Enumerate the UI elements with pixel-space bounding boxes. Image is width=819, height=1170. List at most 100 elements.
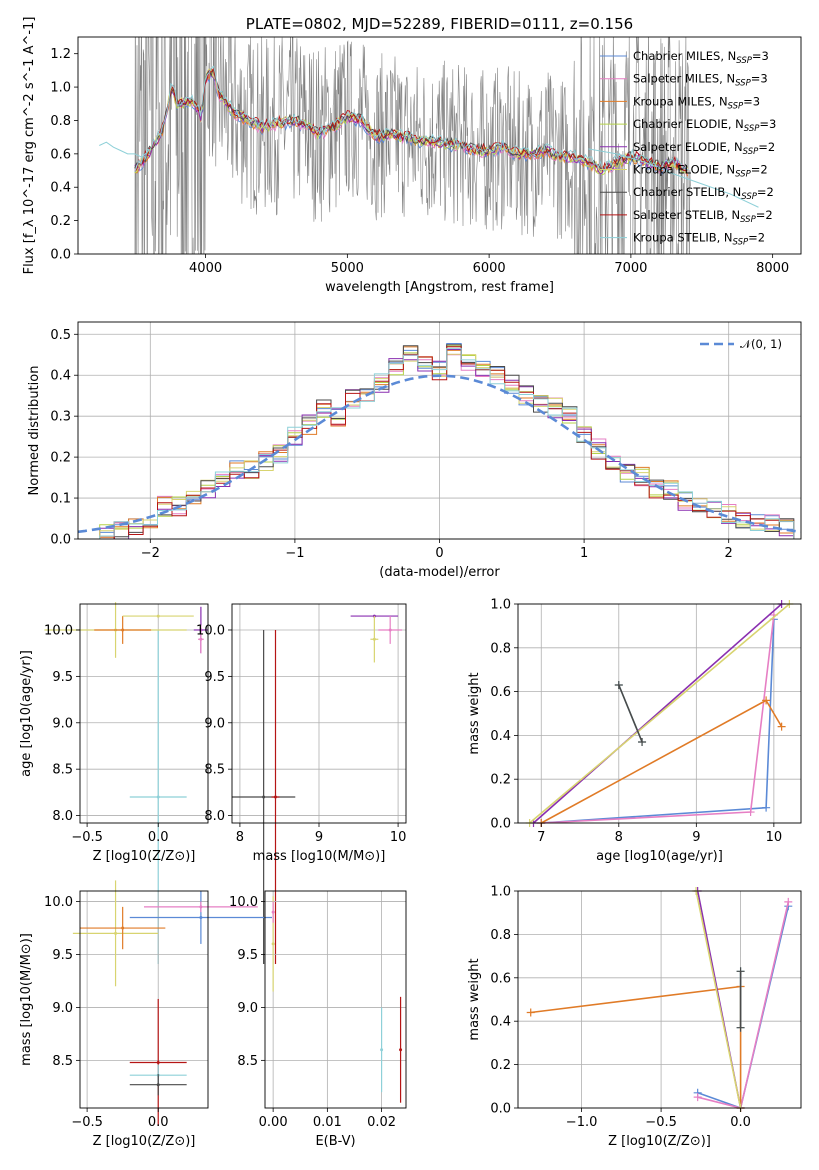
legend-entry: Kroupa ELODIE, NSSP=2 (633, 163, 768, 180)
y-tick-label: 1.0 (490, 598, 511, 613)
x-tick-label: 7000 (614, 261, 647, 276)
y-tick-label: 10.0 (44, 895, 73, 910)
x-tick-label: 0.0 (148, 830, 169, 845)
plot-area (72, 880, 272, 1126)
marker-plus (526, 1008, 535, 1017)
y-tick-label: 8.5 (52, 1054, 73, 1069)
panel-2: −2 −1 0 1 2 0.0 0.1 0.2 0.3 0.4 0.5 (data-model)/er… (27, 321, 802, 580)
axes-frame (517, 890, 802, 1109)
grid (518, 890, 801, 1109)
data-point (262, 795, 266, 799)
data-spectrum (134, 37, 691, 254)
y-tick-label: 1.2 (50, 47, 71, 62)
y-tick-label: 8.0 (204, 809, 225, 824)
y-tick-label: 0.0 (50, 533, 71, 548)
y-axis-label: mass weight (467, 958, 482, 1040)
series-kroupa_miles (530, 985, 742, 1108)
x-tick-label: 10 (390, 830, 407, 845)
plot-area (271, 896, 403, 1103)
x-tick-label: 8000 (756, 261, 789, 276)
legend-entry: Salpeter ELODIE, NSSP=2 (633, 140, 775, 157)
grid (80, 604, 208, 823)
data-point (271, 910, 275, 914)
y-tick-label: 0.4 (50, 181, 71, 196)
y-tick-label: 0.4 (50, 369, 71, 384)
normal-curve (78, 374, 801, 534)
marker-plus (736, 967, 745, 976)
legend: 𝒩(0, 1) (700, 337, 782, 351)
y-tick-label: 9.0 (204, 716, 225, 731)
x-axis-label: E(B-V) (315, 1134, 355, 1149)
x-axis-label: (data-model)/error (379, 565, 500, 580)
axes-frame (79, 603, 209, 824)
x-tick-label: 9 (692, 830, 700, 845)
series-salpeter_miles (697, 901, 790, 1109)
y-tick-label: 9.5 (204, 670, 225, 685)
marker-plus (693, 1093, 702, 1102)
stelib-red-extension (588, 148, 759, 208)
x-tick-label: 0.01 (313, 1115, 342, 1130)
grid (265, 891, 406, 1108)
axes-frame (77, 36, 802, 255)
x-axis-label: age [log10(age/yr)] (596, 849, 723, 864)
panel-5: 7 8 9 10 0.0 0.2 0.4 0.6 0.8 1.0 age [log10(age/yr… (467, 598, 802, 864)
y-tick-label: 9.5 (237, 948, 258, 963)
y-tick-label: 8.0 (52, 809, 73, 824)
y-axis-label: Normed distribution (27, 366, 42, 496)
marker-plus (746, 808, 755, 817)
series-chabrier_miles (541, 619, 775, 824)
data-point (156, 1083, 160, 1087)
panel-6: −0.5 0.0 8.5 9.0 9.5 10.0 Z [log10(Z/Z⊙)] mass … (19, 880, 272, 1149)
series-kroupa_elodie (529, 603, 790, 824)
x-tick-label: 0.0 (730, 1115, 751, 1130)
x-axis-label: wavelength [Angstrom, rest frame] (325, 280, 554, 295)
y-tick-label: 0.2 (490, 773, 511, 788)
axes-frame (77, 321, 802, 540)
data-point (271, 942, 275, 946)
x-tick-label: 8 (615, 830, 623, 845)
y-tick-label: 0.8 (490, 641, 511, 656)
hist-kroupa_elodie (99, 353, 795, 539)
marker-plus (638, 737, 647, 746)
x-tick-label: 10 (766, 830, 783, 845)
y-tick-label: 0.5 (50, 328, 71, 343)
y-tick-label: 0.0 (490, 1102, 511, 1117)
panel-1: 4000 5000 6000 7000 8000 0.0 0.2 0.4 0.6 0.8 1.0 1.… (22, 15, 802, 295)
y-tick-label: 1.0 (50, 81, 71, 96)
y-tick-label: 0.2 (490, 1058, 511, 1073)
grid (232, 604, 406, 823)
axes-frame (231, 603, 407, 824)
y-tick-label: 10.0 (229, 895, 258, 910)
y-tick-label: 0.6 (50, 147, 71, 162)
data-point (199, 637, 203, 641)
marker-plus (777, 722, 786, 731)
data-point (388, 628, 392, 632)
y-tick-label: 1.0 (490, 885, 511, 900)
y-tick-label: 0.2 (50, 214, 71, 229)
x-tick-label: 9 (315, 830, 323, 845)
axes-frame (264, 890, 407, 1109)
y-axis-label: mass weight (467, 672, 482, 754)
plot-area (526, 887, 793, 1112)
y-tick-label: 0.4 (490, 1015, 511, 1030)
x-tick-label: −0.5 (71, 1115, 103, 1130)
x-tick-label: 7 (537, 830, 545, 845)
series-salpeter_elodie (532, 603, 783, 824)
legend-entry: 𝒩(0, 1) (740, 337, 782, 351)
data-point (121, 926, 125, 930)
marker-plus (614, 681, 623, 690)
plot-area (99, 37, 759, 254)
model-kroupa_stelib (134, 65, 688, 173)
panel-8: −1.0 −0.5 0.0 0.0 0.2 0.4 0.6 0.8 1.0 Z [log10(Z/… (467, 885, 802, 1149)
y-tick-label: 0.3 (50, 410, 71, 425)
y-tick-label: 8.5 (237, 1054, 258, 1069)
x-tick-label: −0.5 (645, 1115, 677, 1130)
y-tick-label: 10.0 (44, 623, 73, 638)
x-tick-label: −1.0 (566, 1115, 598, 1130)
y-tick-label: 0.8 (490, 928, 511, 943)
x-tick-label: 0.00 (259, 1115, 288, 1130)
data-point (114, 931, 118, 935)
plot-area (232, 614, 403, 965)
y-tick-label: 9.5 (52, 948, 73, 963)
x-tick-label: 4000 (189, 261, 222, 276)
